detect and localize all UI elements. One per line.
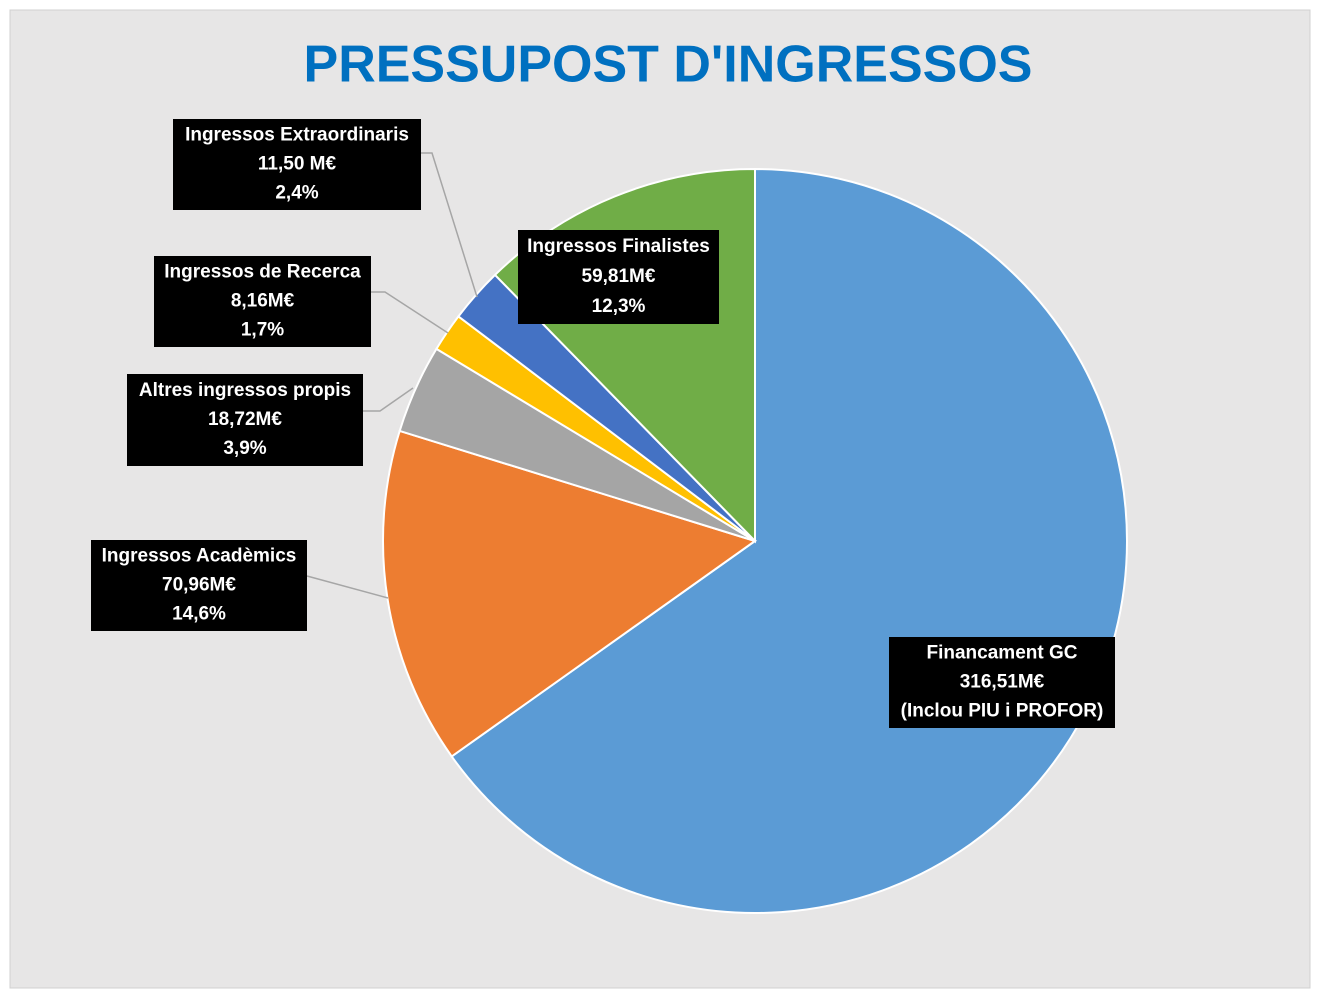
- slice-label: Financament GC: [927, 643, 1078, 664]
- percent-label: 14,6%: [172, 603, 226, 624]
- leader-line: [421, 152, 478, 298]
- slice-label: Altres ingressos propis: [139, 380, 351, 401]
- annotation: (Inclou PIU i PROFOR): [901, 700, 1104, 721]
- label-box: [127, 374, 363, 466]
- percent-label: 2,4%: [275, 182, 318, 203]
- percent-label: 1,7%: [241, 319, 284, 340]
- label-box: [173, 119, 421, 210]
- percent-label: 3,9%: [223, 438, 266, 459]
- leader-line: [306, 575, 389, 599]
- label-box: [154, 256, 371, 347]
- chart-title: PRESSUPOST D'INGRESSOS: [304, 36, 1033, 94]
- slice-label: Ingressos Extraordinaris: [185, 125, 409, 146]
- value-label: 18,72M€: [208, 409, 282, 430]
- leader-line: [363, 387, 414, 412]
- slice-label: Ingressos Acadèmics: [102, 546, 297, 567]
- label-box: [518, 230, 719, 324]
- value-label: 59,81M€: [582, 266, 656, 287]
- label-box: [889, 637, 1115, 728]
- value-label: 316,51M€: [960, 672, 1045, 693]
- value-label: 11,50 M€: [258, 154, 337, 175]
- slice-label: Ingressos de Recerca: [164, 262, 361, 283]
- value-label: 8,16M€: [231, 291, 295, 312]
- percent-label: 12,3%: [592, 296, 646, 317]
- value-label: 70,96M€: [162, 575, 236, 596]
- leader-line: [371, 291, 449, 334]
- slice-label: Ingressos Finalistes: [527, 236, 710, 257]
- label-box: [91, 540, 307, 631]
